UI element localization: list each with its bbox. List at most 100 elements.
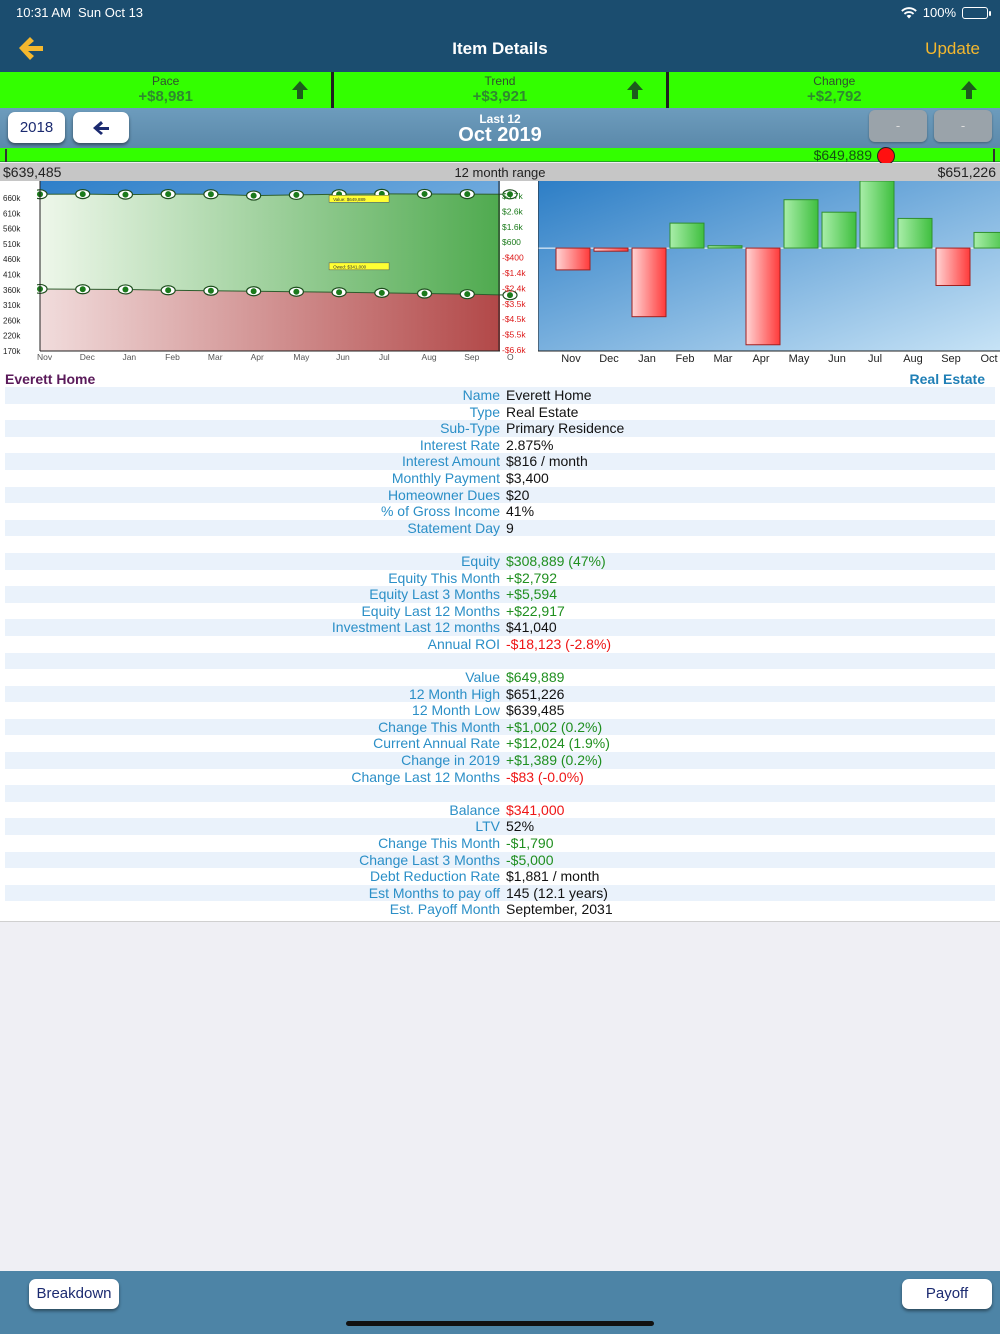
data-point [421, 290, 428, 297]
detail-value: $651,226 [506, 685, 565, 702]
bar-feb [669, 222, 705, 249]
detail-row: Sub-Type Primary Residence [5, 420, 995, 437]
y-tick-label: 510k [3, 240, 21, 249]
x-tick-label: Jul [379, 352, 390, 362]
detail-label: Change This Month [378, 718, 500, 735]
disabled-button-1[interactable]: - [869, 110, 927, 142]
period-bar: 2018 Last 12 Oct 2019 - - [0, 108, 1000, 148]
y-tick-label: 170k [3, 347, 21, 356]
detail-value: $3,400 [506, 469, 549, 486]
detail-label: Statement Day [407, 519, 500, 536]
x-tick-label: May [293, 352, 310, 362]
annotation-box [328, 262, 390, 271]
detail-label: Monthly Payment [391, 469, 500, 486]
x-tick-label: Sep [941, 353, 961, 365]
data-point [464, 291, 471, 298]
range-start-tick [5, 149, 7, 162]
detail-label: Name [462, 387, 500, 403]
detail-value: $41,040 [506, 619, 557, 636]
bar-jun [821, 211, 857, 249]
bar-nov [555, 247, 591, 271]
annotation-label: Value: $649,889 [333, 197, 366, 202]
y-tick-label-right: -$1.4k [502, 268, 526, 278]
metric-value: +$3,921 [472, 88, 528, 105]
data-point [250, 192, 257, 199]
detail-row: Change This Month +$1,002 (0.2%) [5, 718, 995, 736]
detail-row: Equity Last 12 Months +$22,917 [5, 603, 995, 620]
detail-value: $1,881 / month [506, 868, 600, 885]
x-tick-label: Apr [752, 353, 769, 365]
detail-value: 145 (12.1 years) [506, 884, 608, 901]
detail-label: Change in 2019 [401, 752, 500, 769]
x-tick-label: Dec [599, 353, 619, 365]
detail-label: 12 Month Low [412, 702, 500, 719]
bar-mar [707, 245, 743, 249]
detail-label: Annual ROI [427, 635, 500, 652]
detail-label: Equity [461, 552, 500, 569]
x-tick-label: Mar [714, 353, 733, 365]
update-button[interactable]: Update [925, 39, 980, 58]
detail-value: $639,485 [506, 702, 565, 719]
x-tick-label: Dec [80, 352, 96, 362]
detail-row: % of Gross Income 41% [5, 503, 995, 520]
data-point [79, 191, 86, 198]
breakdown-button[interactable]: Breakdown [29, 1279, 119, 1309]
payoff-button[interactable]: Payoff [902, 1279, 992, 1309]
metric-trend[interactable]: Trend +$3,921 [331, 72, 665, 108]
metric-pace[interactable]: Pace +$8,981 [0, 72, 331, 108]
annotation-label: Owed: $341,000 [333, 264, 367, 269]
detail-row: Statement Day 9 [5, 519, 995, 537]
back-arrow-icon[interactable] [16, 34, 46, 62]
disabled-button-2[interactable]: - [934, 110, 992, 142]
page-title: Item Details [452, 39, 548, 58]
x-tick-label: Jun [828, 353, 846, 365]
value-owed-line-chart[interactable]: Value: $649,889 Owed: $341,000 660k 610k 560… [0, 181, 538, 367]
battery-percent: 100% [922, 5, 956, 20]
x-tick-label: Feb [165, 352, 180, 362]
y-tick-label: 220k [3, 332, 21, 341]
x-tick-label: Mar [208, 352, 223, 362]
debt-area [40, 288, 500, 351]
detail-row: Type Real Estate [5, 404, 995, 421]
detail-label: Est. Payoff Month [389, 901, 500, 918]
detail-value: 2.875% [506, 436, 554, 453]
detail-row: LTV 52% [5, 818, 995, 836]
data-point [165, 191, 172, 198]
x-tick-label: Aug [422, 352, 437, 362]
bar-jul [859, 181, 895, 249]
x-tick-label: May [789, 353, 810, 365]
monthly-change-bar-chart[interactable]: Nov Dec Jan Feb Mar Apr May Jun Jul Aug Sep Oct [538, 181, 1000, 367]
detail-label: % of Gross Income [380, 503, 500, 520]
battery-icon [962, 6, 991, 19]
data-point [207, 191, 214, 198]
detail-value: +$1,002 (0.2%) [506, 718, 603, 735]
previous-period-button[interactable] [73, 112, 129, 143]
y-tick-label-right: $600 [502, 237, 521, 247]
detail-value: $308,889 (47%) [506, 552, 606, 569]
detail-row: Equity $308,889 (47%) [5, 552, 995, 570]
detail-value: +$2,792 [506, 569, 557, 586]
metric-label: Trend [484, 74, 516, 88]
detail-row: Equity Last 3 Months +$5,594 [5, 586, 995, 603]
detail-label: Value [465, 669, 500, 686]
detail-value: -$1,790 [506, 835, 554, 852]
metric-change[interactable]: Change +$2,792 [665, 72, 1000, 108]
status-right: 100% [900, 5, 991, 20]
detail-label: Est Months to pay off [368, 884, 500, 901]
bar-jan [631, 247, 667, 318]
metric-value: +$8,981 [138, 88, 193, 105]
data-point [464, 191, 471, 198]
year-button[interactable]: 2018 [8, 112, 65, 143]
x-tick-label: Nov [561, 353, 581, 365]
y-tick-label-right: -$4.5k [502, 314, 526, 324]
range-high: $651,226 [937, 164, 996, 180]
period-title: Oct 2019 [458, 124, 542, 146]
x-tick-label: Jul [868, 353, 882, 365]
up-arrow-icon [292, 81, 309, 99]
y-tick-label: 310k [3, 301, 21, 310]
detail-label: Balance [449, 801, 500, 818]
bar-sep [935, 247, 971, 286]
x-tick-label: Jan [638, 353, 656, 365]
detail-row: Interest Amount $816 / month [5, 453, 995, 470]
charts-area: Value: $649,889 Owed: $341,000 660k 610k 560… [0, 181, 1000, 367]
